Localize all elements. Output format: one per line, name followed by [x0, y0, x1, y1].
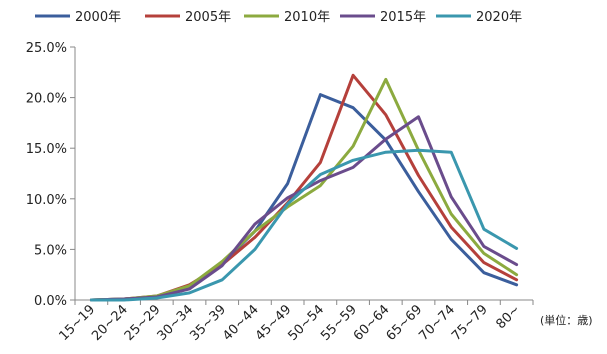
- legend-label: 2000年: [75, 10, 121, 25]
- x-tick-label: 20~24: [89, 302, 131, 344]
- y-tick-label: 20.0%: [26, 92, 67, 107]
- series-lines: [89, 73, 519, 302]
- x-tick-label: 50~54: [285, 302, 327, 344]
- series-line: [89, 115, 519, 302]
- y-tick-label: 5.0%: [34, 243, 67, 258]
- x-axis: 15~1920~2425~2930~3435~3940~4445~4950~54…: [56, 299, 534, 344]
- x-tick-label: 30~34: [155, 302, 197, 344]
- x-tick-label: 60~64: [351, 302, 393, 344]
- x-tick-label: 35~39: [187, 302, 229, 344]
- legend: 2000年 2005年 2010年 2015年 2020年: [35, 10, 522, 25]
- x-tick-label: 75~79: [449, 302, 491, 344]
- x-tick-label: 80~: [493, 302, 523, 332]
- x-tick-label: 25~29: [122, 302, 164, 344]
- series-line: [89, 148, 519, 302]
- legend-label: 2015年: [380, 10, 426, 25]
- legend-label: 2020年: [476, 10, 522, 25]
- x-tick-label: 45~49: [253, 302, 295, 344]
- x-tick-label: 70~74: [416, 302, 458, 344]
- y-tick-label: 10.0%: [26, 193, 67, 208]
- y-tick-label: 0.0%: [34, 294, 67, 309]
- y-tick-label: 15.0%: [26, 142, 67, 157]
- legend-label: 2010年: [284, 10, 330, 25]
- x-tick-label: 55~59: [318, 302, 360, 344]
- y-tick-label: 25.0%: [26, 41, 67, 56]
- legend-label: 2005年: [185, 10, 231, 25]
- unit-label: (単位：歳): [540, 313, 593, 327]
- x-tick-label: 65~69: [384, 302, 426, 344]
- y-axis: 0.0% 5.0% 10.0% 15.0% 20.0% 25.0%: [26, 41, 76, 309]
- x-tick-label: 40~44: [220, 302, 262, 344]
